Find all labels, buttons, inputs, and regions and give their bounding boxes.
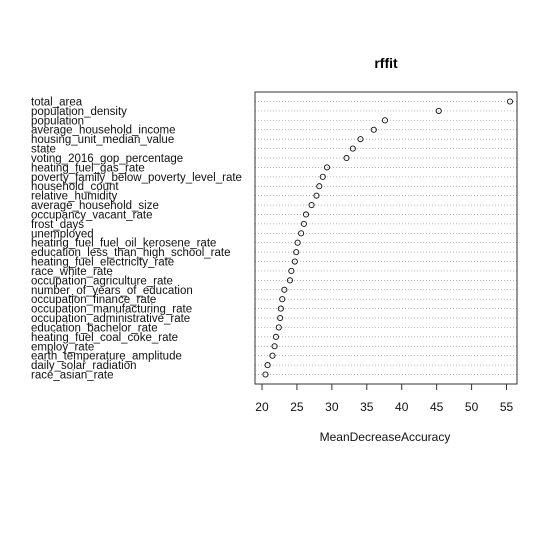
data-point <box>316 183 323 190</box>
data-point <box>281 286 288 293</box>
variable-label: household_count <box>31 181 119 193</box>
variable-label: daily_solar_radiation <box>31 360 136 372</box>
variable-label: race_white_rate <box>31 266 113 278</box>
variable-label: unemployed <box>31 228 94 240</box>
x-tick-label: 35 <box>360 400 374 414</box>
variable-label: heating_fuel_electricity_rate <box>31 257 174 269</box>
data-point <box>357 136 364 143</box>
data-point <box>264 362 271 369</box>
plot-rows: total_areapopulation_densitypopulationav… <box>31 97 517 382</box>
data-point <box>308 202 315 209</box>
x-tick-label: 20 <box>255 400 269 414</box>
variable-label: occupation_finance_rate <box>31 294 156 306</box>
plot-frame <box>254 91 518 385</box>
variable-label: relative_humidity <box>31 191 118 203</box>
variable-label: occupation_agriculture_rate <box>31 275 173 287</box>
chart-title: rffit <box>374 55 398 71</box>
x-tick-label: 55 <box>500 400 514 414</box>
data-point <box>277 305 284 312</box>
data-point <box>319 173 326 180</box>
variable-label: education_bachelor_rate <box>31 322 158 334</box>
variable-label: population_density <box>31 106 127 118</box>
data-point <box>291 258 298 265</box>
variable-label: heating_fuel_gas_rate <box>31 162 145 174</box>
data-point <box>288 267 295 274</box>
variable-label: occupation_administrative_rate <box>31 313 190 325</box>
data-point <box>381 117 389 124</box>
data-point <box>286 277 293 284</box>
variable-label: earth_temperature_amplitude <box>31 351 182 363</box>
variable-label: total_area <box>31 97 83 109</box>
x-tick-label: 40 <box>395 400 409 414</box>
x-tick-label: 30 <box>325 400 339 414</box>
x-tick-label: 25 <box>290 400 304 414</box>
data-point <box>277 314 284 322</box>
data-point <box>269 352 276 359</box>
data-point <box>300 220 307 227</box>
data-point <box>349 145 356 152</box>
variable-label: housing_unit_median_value <box>31 134 174 146</box>
variable-label: heating_fuel_coal_coke_rate <box>31 332 178 344</box>
x-axis-label: MeanDecreaseAccuracy <box>320 430 451 444</box>
variable-label: occupation_manufacturing_rate <box>31 304 192 316</box>
variable-label: occupancy_vacant_rate <box>31 209 152 221</box>
data-point <box>435 107 442 114</box>
data-point <box>275 324 282 331</box>
variable-label: frost_days <box>31 219 84 231</box>
variable-label: state <box>31 144 56 156</box>
data-point <box>298 230 305 237</box>
data-point <box>293 249 300 256</box>
variable-label: population <box>31 115 84 127</box>
variable-label: average_household_income <box>31 125 176 137</box>
data-point <box>294 239 301 246</box>
data-point <box>370 126 377 133</box>
variable-label: employ_rate <box>31 341 94 353</box>
variable-label: education_less_than_high_school_rate <box>31 247 231 259</box>
data-point <box>313 192 320 199</box>
data-point <box>302 211 310 218</box>
variable-label: heating_fuel_fuel_oil_kerosene_rate <box>31 238 216 250</box>
variable-label: poverty_family_below_poverty_level_rate <box>31 172 242 184</box>
data-point <box>271 343 278 350</box>
data-point <box>262 371 269 378</box>
variable-label: race_asian_rate <box>31 370 113 382</box>
variable-label: voting_2016_gop_percentage <box>31 153 183 165</box>
variable-label: number_of_years_of_education <box>31 285 193 297</box>
x-tick-label: 45 <box>430 400 444 414</box>
data-point <box>323 164 331 171</box>
data-point <box>343 154 350 162</box>
variable-label: average_household_size <box>31 200 159 212</box>
data-point <box>272 333 280 340</box>
x-tick-label: 50 <box>465 400 479 414</box>
data-point <box>506 98 514 105</box>
x-axis: 20 25 30 35 40 45 50 55 <box>255 383 514 414</box>
data-point <box>279 296 286 303</box>
